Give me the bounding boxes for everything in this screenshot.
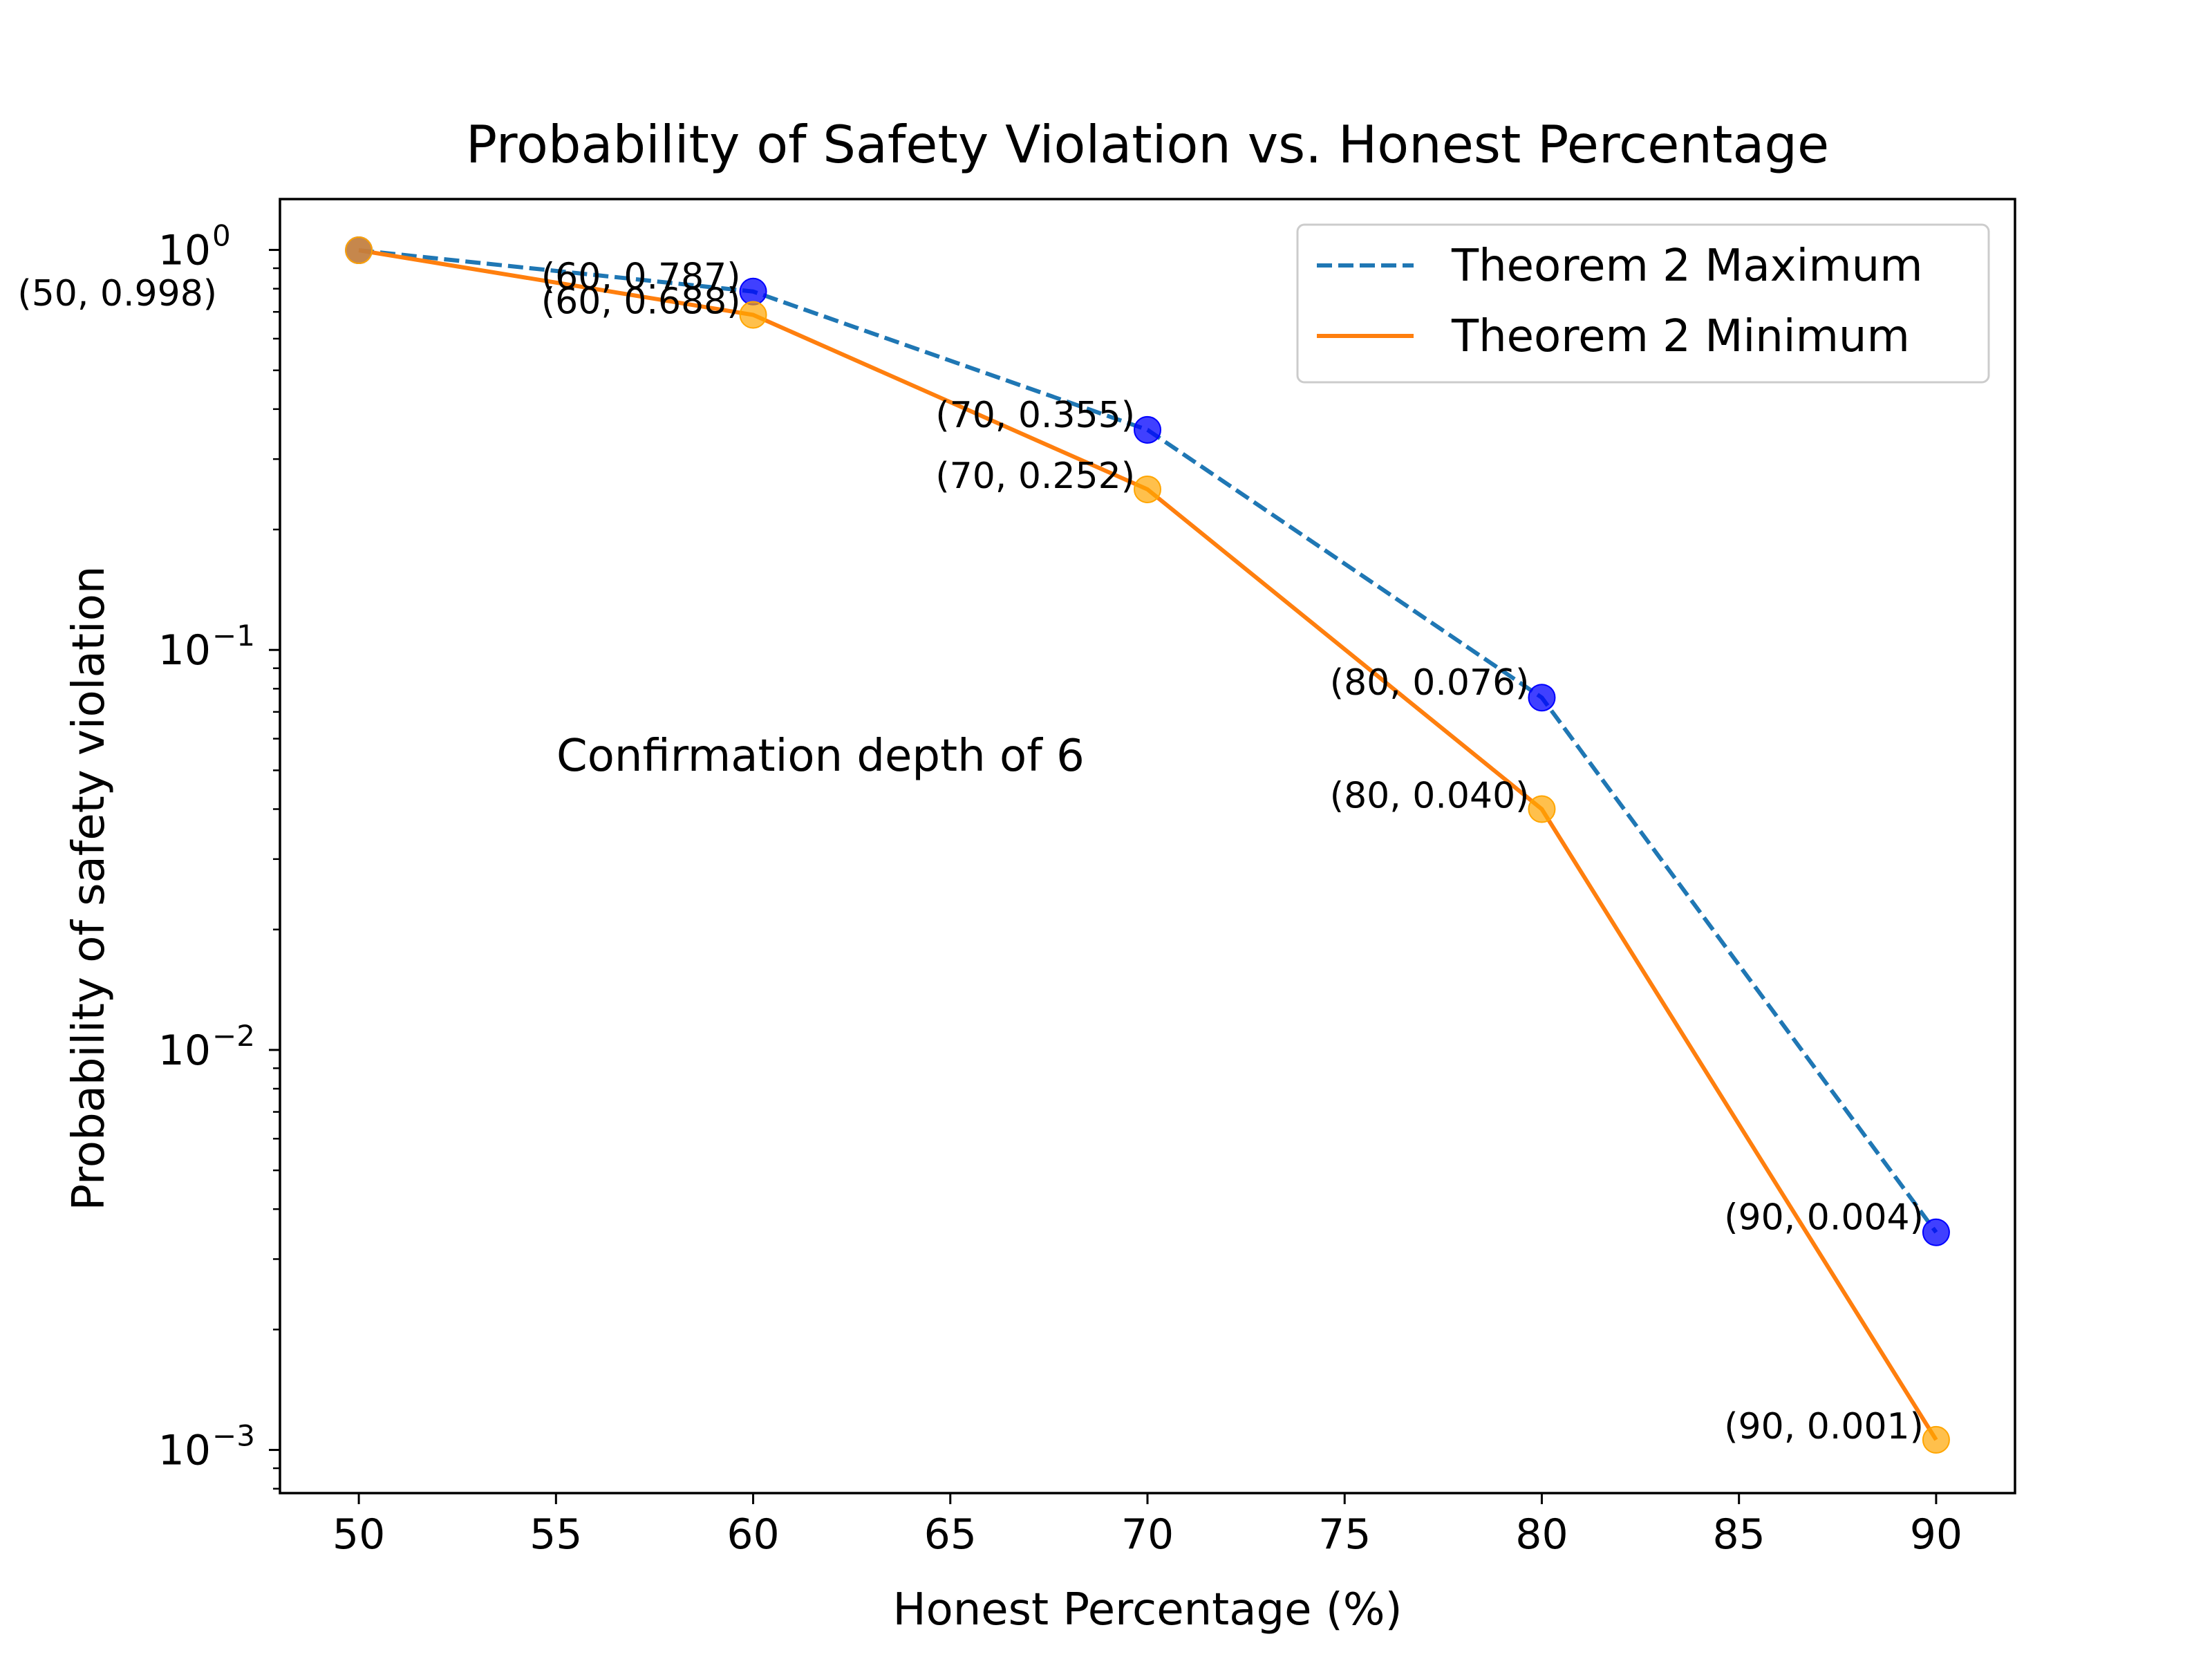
plot-frame [279,198,2016,1494]
point-label-minimum: (80, 0.040) [1330,775,1530,816]
x-tick-label: 90 [1910,1510,1962,1559]
y-tick-label: 10 [158,1027,211,1075]
point-label-maximum: (60, 0.787) [541,256,741,298]
point-label-minimum: (50, 0.998) [17,273,217,315]
y-tick-label: 10 [158,1427,211,1475]
legend-label-maximum: Theorem 2 Maximum [1451,241,1923,292]
y-tick-base: 10 [158,626,211,675]
legend: Theorem 2 Maximum Theorem 2 Minimum [1296,223,1990,384]
point-label-minimum: (70, 0.252) [935,456,1135,497]
marker-maximum [1134,415,1161,444]
y-tick-label: 10 [158,227,211,275]
legend-label-minimum: Theorem 2 Minimum [1451,311,1910,362]
y-tick-exponent: 0 [212,219,231,253]
x-axis-ticks: 50 55 60 65 70 75 80 85 90 [332,1493,1962,1559]
point-label-minimum: (60, 0.688) [541,281,741,323]
series-layer [345,236,1950,1454]
x-tick-label: 55 [529,1510,582,1559]
point-label-maximum: (90, 0.004) [1724,1197,1924,1239]
chart-title: Probability of Safety Violation vs. Hone… [466,114,1829,175]
y-tick-exponent: −1 [212,619,255,653]
x-tick-label: 50 [332,1510,385,1559]
x-tick-label: 65 [924,1510,977,1559]
point-label-maximum: (80, 0.076) [1330,662,1530,704]
point-labels: (60, 0.787) (70, 0.355) (80, 0.076) (90, 0.… [17,256,1923,1447]
y-tick-base: 10 [158,1027,211,1075]
confirmation-depth-annotation: Confirmation depth of 6 [556,731,1085,782]
marker-maximum [739,277,767,306]
x-axis-label: Honest Percentage (%) [892,1584,1402,1635]
point-label-minimum: (90, 0.001) [1724,1406,1924,1447]
y-tick-base: 10 [158,1427,211,1475]
y-tick-base: 10 [158,227,211,275]
marker-maximum [1528,684,1556,712]
x-tick-label: 70 [1121,1510,1174,1559]
x-tick-label: 60 [727,1510,779,1559]
marker-minimum [1922,1425,1950,1454]
y-axis-label: Probability of safety violation [64,566,115,1211]
legend-box [1296,223,1990,384]
point-label-maximum: (70, 0.355) [935,395,1135,436]
y-tick-exponent: −3 [212,1419,255,1453]
marker-minimum [739,301,767,329]
marker-minimum [1134,475,1161,503]
y-tick-label: 10 [158,626,211,675]
x-tick-label: 75 [1318,1510,1371,1559]
marker-minimum [1528,795,1556,823]
x-tick-label: 85 [1713,1510,1765,1559]
marker-minimum [345,236,373,265]
marker-maximum [1922,1218,1950,1246]
y-tick-exponent: −2 [212,1019,255,1053]
x-tick-label: 80 [1515,1510,1568,1559]
